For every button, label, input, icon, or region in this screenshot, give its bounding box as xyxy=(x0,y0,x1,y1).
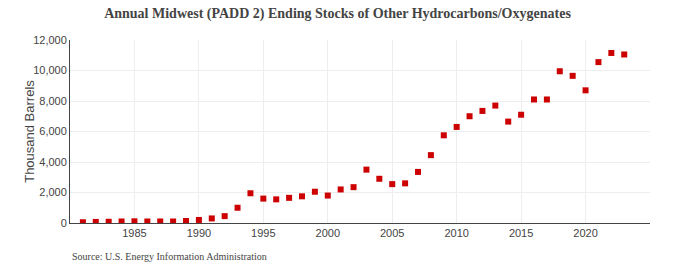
svg-text:Thousand Barrels: Thousand Barrels xyxy=(22,80,37,183)
svg-text:1990: 1990 xyxy=(187,227,211,239)
svg-text:6,000: 6,000 xyxy=(39,125,67,137)
svg-text:0: 0 xyxy=(61,217,67,229)
svg-text:10,000: 10,000 xyxy=(33,64,67,76)
svg-text:8,000: 8,000 xyxy=(39,95,67,107)
svg-text:4,000: 4,000 xyxy=(39,156,67,168)
svg-text:2010: 2010 xyxy=(444,227,468,239)
svg-text:Annual Midwest (PADD 2) Ending: Annual Midwest (PADD 2) Ending Stocks of… xyxy=(104,6,571,22)
svg-text:12,000: 12,000 xyxy=(33,34,67,46)
svg-text:1985: 1985 xyxy=(122,227,146,239)
svg-text:2000: 2000 xyxy=(316,227,340,239)
svg-text:2020: 2020 xyxy=(573,227,597,239)
svg-text:2,000: 2,000 xyxy=(39,186,67,198)
svg-text:1995: 1995 xyxy=(251,227,275,239)
svg-text:Source: U.S. Energy Informatio: Source: U.S. Energy Information Administ… xyxy=(72,251,267,262)
svg-text:2005: 2005 xyxy=(380,227,404,239)
svg-text:2015: 2015 xyxy=(509,227,533,239)
